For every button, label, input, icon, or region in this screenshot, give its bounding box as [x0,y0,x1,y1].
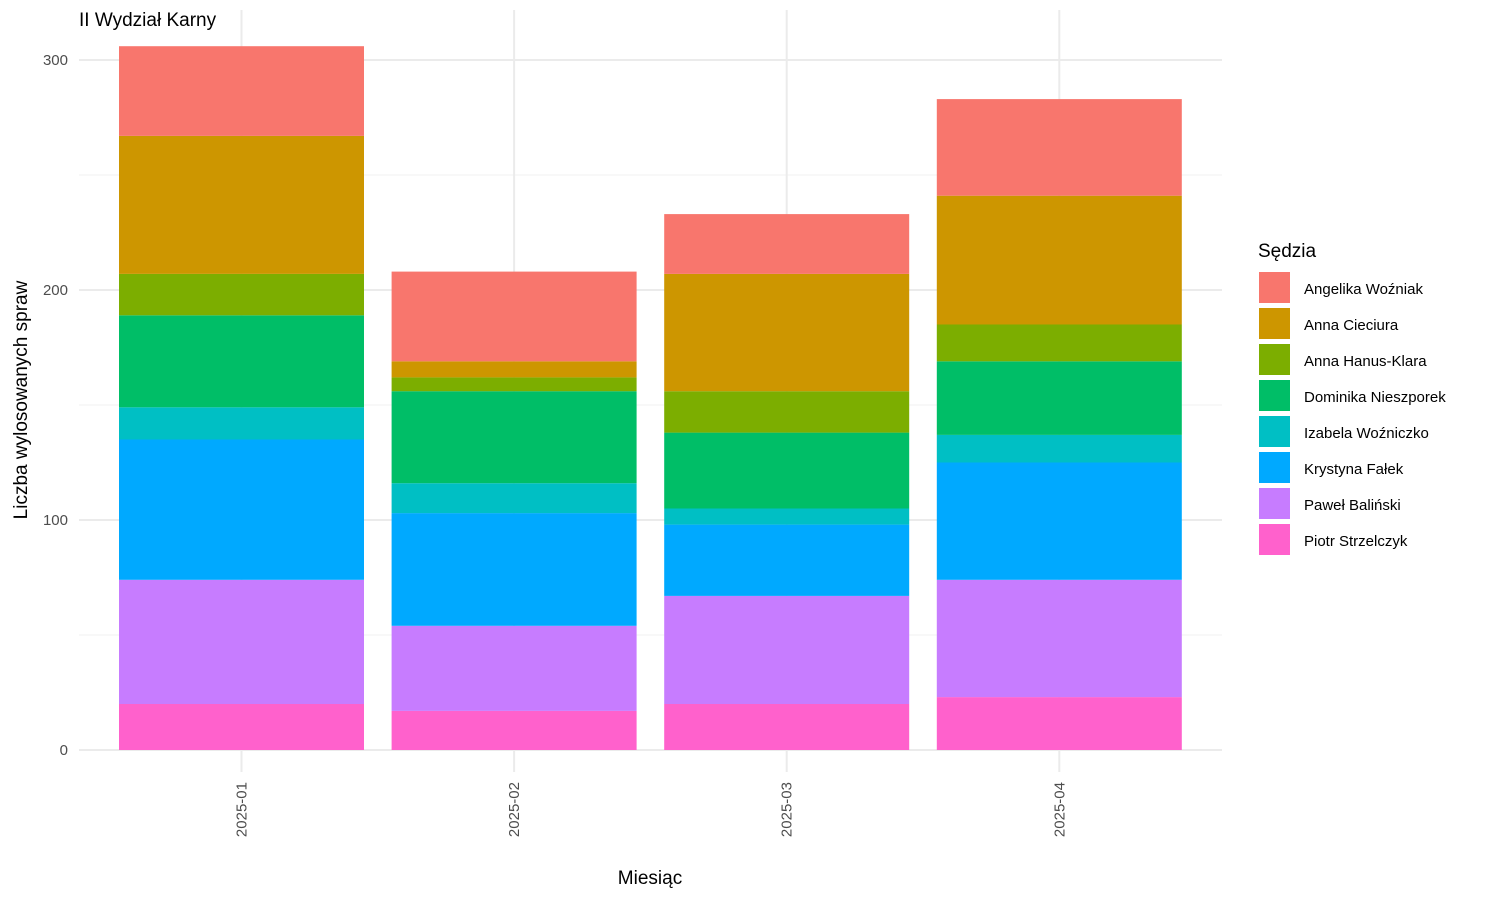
bar-segment [119,315,364,408]
bar-segment [936,99,1182,196]
bar-segment [664,432,910,509]
bar-segment [391,710,637,750]
bar-segment [119,407,364,440]
bar-segment [119,46,364,136]
bar-segment [664,214,910,274]
y-tick-label: 100 [43,512,68,529]
legend-key [1257,306,1292,341]
legend-label: Angelika Woźniak [1304,281,1423,298]
legend-key [1257,414,1292,449]
legend-label: Anna Hanus-Klara [1304,353,1427,370]
legend-title: Sędzia [1258,241,1317,262]
y-tick-label: 200 [43,282,68,299]
bar-segment [664,524,910,596]
legend: Sędzia Angelika Woźniak Anna Cieciura Anna… [1257,241,1446,557]
bar-segment [119,135,364,274]
bar-segment [936,361,1182,435]
legend-label: Krystyna Fałek [1304,461,1404,478]
bars [119,46,1182,750]
legend-key [1257,342,1292,377]
bar-segment [936,462,1182,580]
y-tick-label: 0 [60,742,68,759]
bar-segment [936,434,1182,463]
bar-segment [119,273,364,316]
bar-segment [391,271,637,362]
bar-segment [119,579,364,704]
bar-segment [391,483,637,514]
x-axis-title: Miesiąc [618,868,682,889]
legend-key [1257,522,1292,557]
legend-key [1257,486,1292,521]
legend-key [1257,270,1292,305]
y-axis-title: Liczba wylosowanych spraw [11,280,32,519]
legend-label: Piotr Strzelczyk [1304,533,1408,550]
bar-segment [936,195,1182,325]
bar-segment [391,513,637,626]
bar-segment [664,595,910,704]
bar-segment [119,704,364,750]
bar-segment [936,324,1182,362]
legend-label: Dominika Nieszporek [1304,389,1446,406]
legend-label: Paweł Baliński [1304,497,1401,514]
bar-segment [391,391,637,484]
bar-segment [391,361,637,378]
x-tick-label: 2025-04 [1051,782,1068,837]
x-axis-ticks: 2025-01 2025-02 2025-03 2025-04 [234,782,1069,837]
bar-segment [664,273,910,392]
bar-segment [936,697,1182,750]
bar-segment [664,508,910,525]
x-tick-label: 2025-02 [506,782,523,837]
bar-segment [391,625,637,711]
bar-segment [119,439,364,580]
x-tick-label: 2025-03 [779,782,796,837]
x-tick-label: 2025-01 [234,782,251,837]
bar-segment [664,704,910,750]
bar-segment [391,377,637,392]
bar-segment [664,391,910,433]
y-tick-label: 300 [43,52,68,69]
legend-key [1257,450,1292,485]
legend-key [1257,378,1292,413]
legend-label: Izabela Woźniczko [1304,425,1429,442]
chart-title: II Wydział Karny [79,10,217,31]
legend-label: Anna Cieciura [1304,317,1399,334]
y-axis-ticks: 0 100 200 300 [43,52,68,759]
bar-segment [936,579,1182,698]
